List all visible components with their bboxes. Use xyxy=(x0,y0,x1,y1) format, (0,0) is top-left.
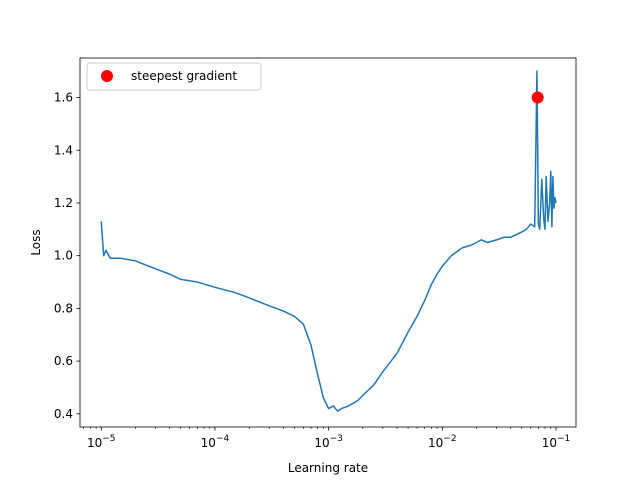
y-tick-label: 1.6 xyxy=(54,91,73,105)
legend-box xyxy=(86,62,262,91)
markers xyxy=(531,91,544,104)
x-tick-label: 10−4 xyxy=(201,434,230,450)
axes-frame xyxy=(79,57,577,428)
steepest-gradient-marker xyxy=(531,91,544,104)
y-tick-label: 1.2 xyxy=(54,196,73,210)
y-tick-label: 1.0 xyxy=(54,249,73,263)
x-tick-label: 10−2 xyxy=(428,434,457,450)
y-axis-label: Loss xyxy=(29,229,43,255)
y-tick-label: 0.8 xyxy=(54,301,73,315)
y-tick-label: 0.4 xyxy=(54,407,73,421)
x-tick-label: 10−5 xyxy=(87,434,116,450)
loss-curve-line xyxy=(100,70,557,412)
y-axis-ticks: 0.4 0.6 0.8 1.0 1.2 1.4 1.6 xyxy=(54,91,80,421)
plot-area xyxy=(100,70,557,412)
legend-marker-steepest-gradient xyxy=(101,70,113,82)
x-tick-label: 10−3 xyxy=(314,434,343,450)
legend: steepest gradient xyxy=(86,62,262,91)
y-tick-label: 1.4 xyxy=(54,143,73,157)
x-tick-label: 10−1 xyxy=(542,434,571,450)
x-axis-ticks: 10−5 10−4 10−3 10−2 10−1 xyxy=(83,427,571,450)
legend-label-steepest-gradient: steepest gradient xyxy=(131,69,237,83)
y-tick-label: 0.6 xyxy=(54,354,73,368)
x-axis-label: Learning rate xyxy=(288,461,368,475)
